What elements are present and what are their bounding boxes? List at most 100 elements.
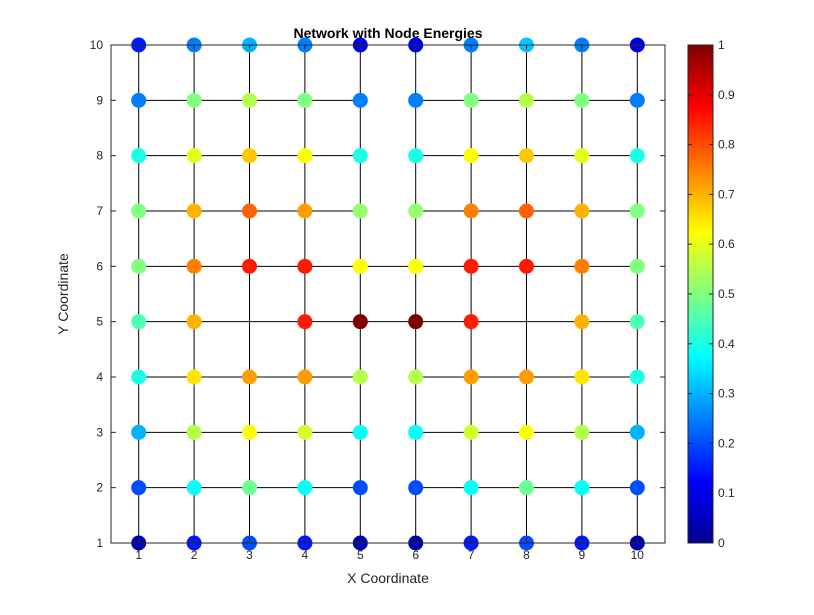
node-point xyxy=(408,148,424,164)
node-point xyxy=(131,480,147,496)
node-point xyxy=(131,92,147,108)
x-tick-label: 2 xyxy=(191,548,198,562)
colorbar xyxy=(687,44,714,544)
node-point xyxy=(242,480,257,496)
colorbar-tick-label: 0.9 xyxy=(718,88,735,102)
colorbar-tick-label: 1 xyxy=(718,38,725,52)
node-point xyxy=(574,424,590,440)
x-axis-label: X Coordinate xyxy=(347,570,429,586)
node-point xyxy=(186,369,202,385)
x-axis-ticks: 1 2 3 4 5 6 7 8 9 10 xyxy=(135,45,644,562)
node-point xyxy=(574,148,590,164)
node-point xyxy=(352,258,368,274)
node-point xyxy=(463,203,479,219)
node-point xyxy=(519,203,534,219)
node-point xyxy=(463,148,479,164)
y-tick-label: 2 xyxy=(96,481,103,495)
y-axis-label: Y Coordinate xyxy=(55,253,71,335)
node-point xyxy=(352,148,368,164)
node-point xyxy=(352,314,368,330)
node-point xyxy=(519,258,534,274)
node-point xyxy=(131,148,147,164)
node-point xyxy=(408,480,424,496)
node-point xyxy=(297,258,313,274)
node-point xyxy=(297,480,313,496)
node-point xyxy=(408,369,424,385)
x-tick-label: 10 xyxy=(631,548,645,562)
node-point xyxy=(408,424,424,440)
node-point xyxy=(574,92,590,108)
node-point xyxy=(131,203,147,219)
node-point xyxy=(186,424,202,440)
colorbar-tick-label: 0.2 xyxy=(718,436,735,450)
node-point xyxy=(352,369,368,385)
x-tick-label: 5 xyxy=(357,548,364,562)
node-point xyxy=(629,424,645,440)
node-point xyxy=(574,258,590,274)
y-tick-label: 10 xyxy=(90,38,104,52)
node-point xyxy=(186,258,202,274)
x-tick-label: 1 xyxy=(135,548,142,562)
node-point xyxy=(574,203,590,219)
node-point xyxy=(297,314,313,330)
node-point xyxy=(242,148,257,164)
node-point xyxy=(463,480,479,496)
node-point xyxy=(242,424,257,440)
node-point xyxy=(242,92,257,108)
node-point xyxy=(629,369,645,385)
node-point xyxy=(297,92,313,108)
node-point xyxy=(297,148,313,164)
node-point xyxy=(186,148,202,164)
colorbar-tick-label: 0.3 xyxy=(718,387,735,401)
node-point xyxy=(629,148,645,164)
y-tick-label: 5 xyxy=(96,315,103,329)
node-point xyxy=(463,424,479,440)
node-point xyxy=(519,369,534,385)
y-tick-label: 6 xyxy=(96,259,103,273)
y-tick-label: 4 xyxy=(96,370,103,384)
colorbar-tick-label: 0.6 xyxy=(718,237,735,251)
node-point xyxy=(408,258,424,274)
node-point xyxy=(463,92,479,108)
node-point xyxy=(629,203,645,219)
y-tick-label: 8 xyxy=(96,149,103,163)
node-point xyxy=(297,369,313,385)
node-point xyxy=(519,148,534,164)
node-point xyxy=(131,369,147,385)
plot-frame xyxy=(110,44,666,544)
node-point xyxy=(519,480,534,496)
node-point xyxy=(463,314,479,330)
x-tick-label: 3 xyxy=(246,548,253,562)
y-tick-label: 9 xyxy=(96,93,103,107)
node-point xyxy=(519,92,534,108)
node-point xyxy=(408,92,424,108)
node-point xyxy=(519,424,534,440)
node-point xyxy=(131,258,147,274)
node-point xyxy=(242,203,257,219)
node-point xyxy=(131,424,147,440)
node-point xyxy=(242,258,257,274)
node-point xyxy=(629,314,645,330)
x-tick-label: 6 xyxy=(412,548,419,562)
node-point xyxy=(242,369,257,385)
x-tick-label: 9 xyxy=(579,548,586,562)
y-tick-label: 3 xyxy=(96,425,103,439)
node-point xyxy=(574,314,590,330)
node-point xyxy=(408,203,424,219)
node-point xyxy=(408,314,424,330)
colorbar-ticks: 0 0.1 0.2 0.3 0.4 0.5 0.6 0.7 0.8 0.9 1 xyxy=(688,38,735,550)
y-tick-label: 1 xyxy=(96,536,103,550)
node-point xyxy=(629,480,645,496)
node-point xyxy=(186,314,202,330)
y-tick-label: 7 xyxy=(96,204,103,218)
colorbar-tick-label: 0.8 xyxy=(718,138,735,152)
node-point xyxy=(629,258,645,274)
colorbar-tick-label: 0.4 xyxy=(718,337,735,351)
node-point xyxy=(297,203,313,219)
node-point xyxy=(352,203,368,219)
y-axis-ticks: 1 2 3 4 5 6 7 8 9 10 xyxy=(90,38,665,550)
node-point xyxy=(186,203,202,219)
node-point xyxy=(131,314,147,330)
